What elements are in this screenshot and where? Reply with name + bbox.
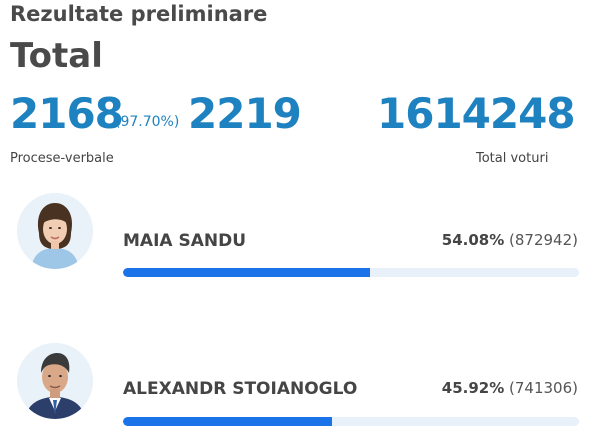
candidate-percent: 45.92% bbox=[441, 379, 505, 397]
candidate-percent: 54.08% bbox=[441, 231, 505, 249]
total-votes-count: 1614248 bbox=[377, 89, 576, 138]
vote-share-bar-track bbox=[123, 417, 579, 426]
portrait-man-icon bbox=[17, 343, 93, 419]
total-reports-count: 2219 bbox=[188, 89, 302, 138]
votes-caption: Total voturi bbox=[476, 151, 549, 166]
section-title: Rezultate preliminare bbox=[10, 2, 268, 26]
candidate-votes: (741306) bbox=[509, 379, 578, 397]
counts-row: 2168 (97.70%) 2219 1614248 bbox=[10, 88, 590, 140]
processed-reports-count: 2168 bbox=[10, 89, 124, 138]
candidate-votes: (872942) bbox=[509, 231, 578, 249]
total-title: Total bbox=[10, 36, 103, 76]
vote-share-bar-fill bbox=[123, 417, 333, 426]
portrait-woman-icon bbox=[17, 193, 93, 269]
candidate-result: 45.92% (741306) bbox=[442, 379, 578, 397]
candidate-name: MAIA SANDU bbox=[123, 231, 247, 251]
candidate-result: 54.08% (872942) bbox=[442, 231, 578, 249]
candidate-row: MAIA SANDU 54.08% (872942) bbox=[0, 192, 596, 292]
processed-percent: (97.70%) bbox=[115, 114, 180, 130]
vote-share-bar-fill bbox=[123, 268, 370, 277]
candidate-row: ALEXANDR STOIANOGLO 45.92% (741306) bbox=[0, 340, 596, 440]
reports-caption: Procese-verbale bbox=[10, 151, 114, 166]
candidate-name: ALEXANDR STOIANOGLO bbox=[123, 379, 358, 399]
vote-share-bar-track bbox=[123, 268, 579, 277]
